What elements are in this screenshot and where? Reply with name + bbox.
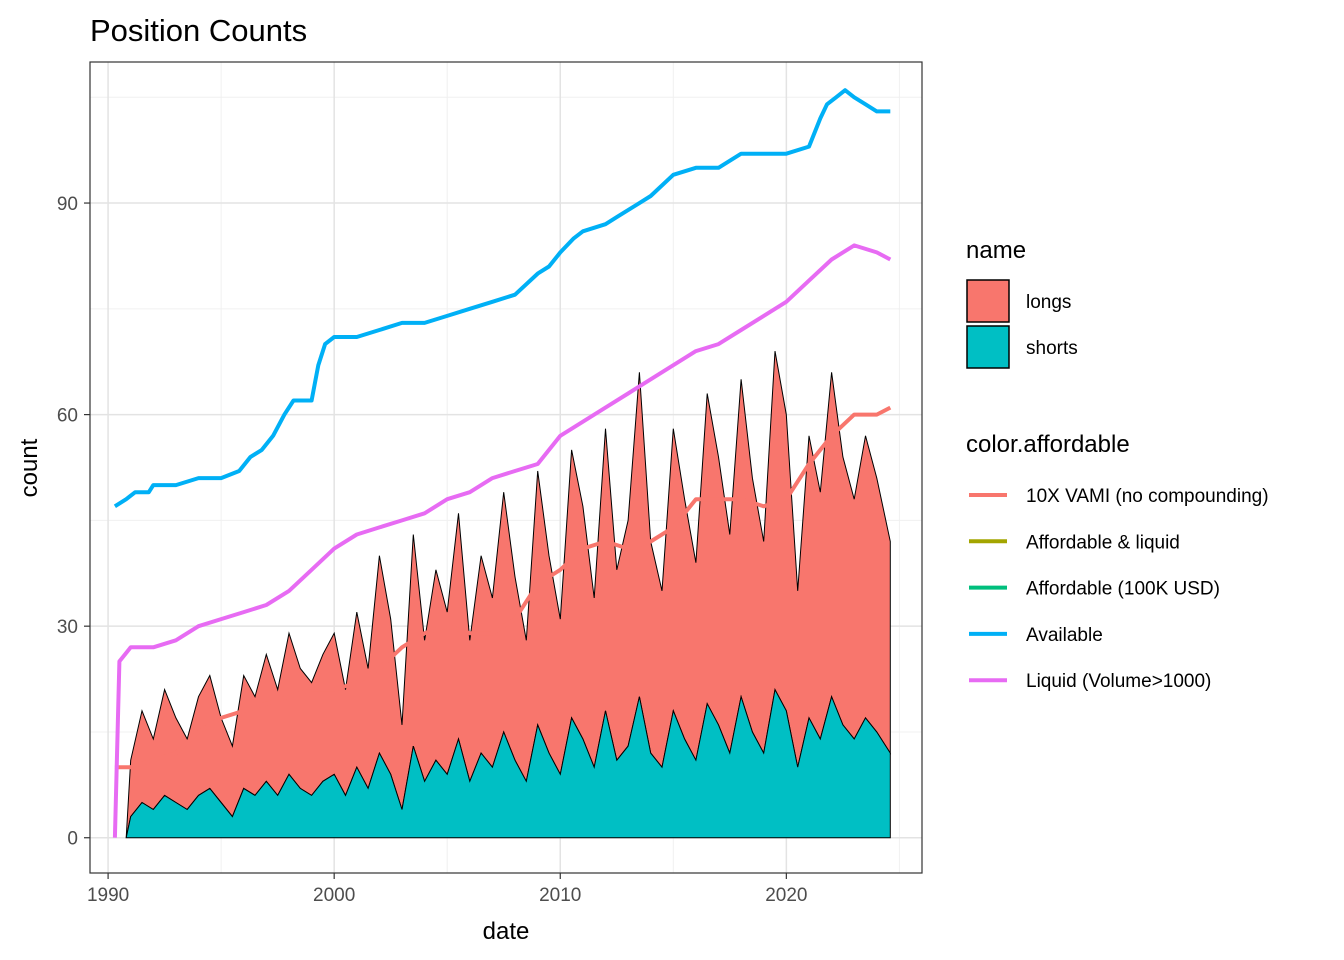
legend-color-affordable: color.affordable 10X VAMI (no compoundin… (966, 431, 1269, 692)
legend-color-label: Available (1026, 625, 1103, 646)
legend-name: name longs shorts (966, 237, 1078, 369)
x-tick-label: 1990 (87, 885, 129, 906)
x-axis: 1990 2000 2010 2020 (87, 873, 807, 906)
line-liquid-volume-1000 (112, 243, 892, 838)
legend-fill-label: longs (1026, 292, 1071, 313)
line-available (113, 88, 891, 508)
y-tick-label: 0 (67, 829, 78, 850)
line-layer (112, 88, 892, 838)
legend-color-label: Affordable & liquid (1026, 532, 1180, 553)
x-axis-title: date (483, 918, 530, 945)
legend-name-title: name (966, 237, 1026, 264)
x-tick-label: 2020 (765, 885, 807, 906)
chart-title: Position Counts (90, 13, 307, 48)
y-axis: 0 30 60 90 (57, 194, 90, 850)
area-shorts (125, 688, 891, 839)
y-tick-label: 60 (57, 406, 78, 427)
y-tick-label: 90 (57, 194, 78, 215)
legend-fill-label: shorts (1026, 338, 1078, 359)
line-10x-vami-no-compounding (114, 405, 892, 770)
x-tick-label: 2000 (313, 885, 355, 906)
legend-color-label: Liquid (Volume>1000) (1026, 671, 1211, 692)
plot-border (89, 61, 923, 874)
legend-color-title: color.affordable (966, 431, 1130, 458)
x-tick-label: 2010 (539, 885, 581, 906)
legend-color-label: Affordable (100K USD) (1026, 579, 1220, 600)
legend-fill-key (966, 325, 1010, 369)
area-layer (125, 351, 891, 839)
legend-fill-key (966, 279, 1010, 323)
legend-color-label: 10X VAMI (no compounding) (1026, 486, 1269, 507)
y-axis-title: count (16, 438, 43, 497)
y-tick-label: 30 (57, 617, 78, 638)
